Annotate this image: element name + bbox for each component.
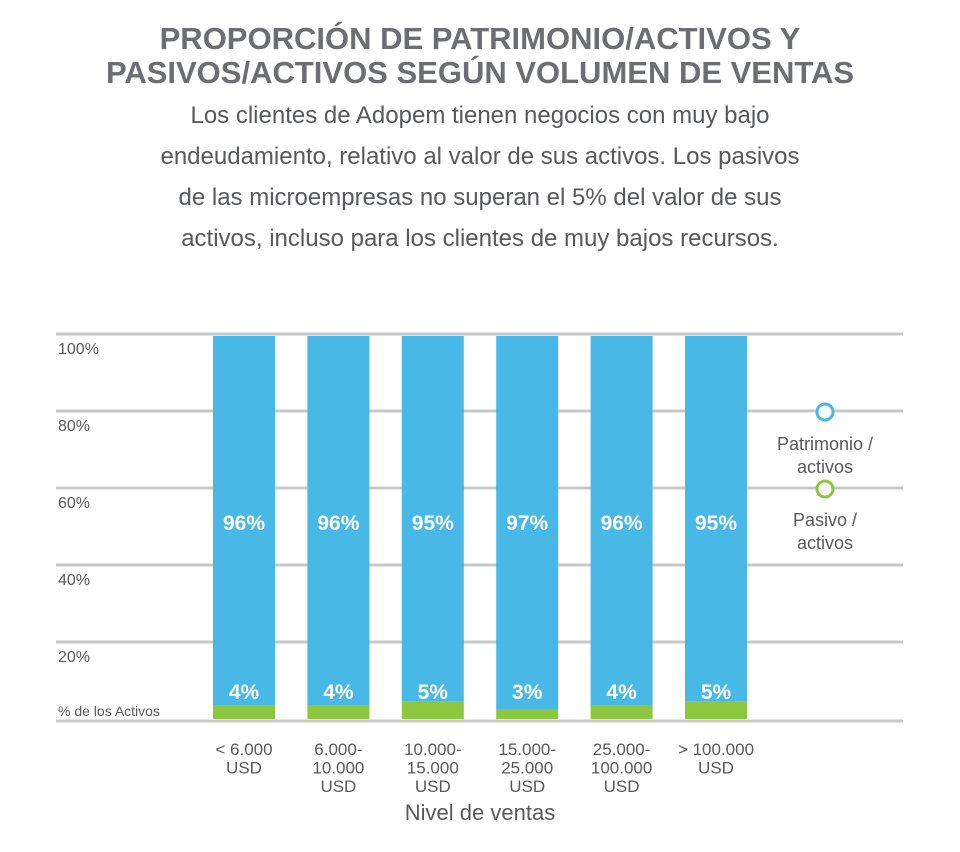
x-tick-label: USD xyxy=(509,777,545,796)
x-tick-label: 6.000- xyxy=(314,740,362,759)
legend-marker-pasivo xyxy=(815,479,835,499)
x-axis-label: Nivel de ventas xyxy=(405,800,555,825)
data-label-patrimonio: 97% xyxy=(506,512,548,535)
legend-label-pasivo: activos xyxy=(797,533,853,553)
bar-pasivo xyxy=(307,705,370,719)
x-tick-label: USD xyxy=(415,777,451,796)
subtitle-line-3: de las microempresas no superan el 5% de… xyxy=(178,184,782,211)
data-label-pasivo: 4% xyxy=(229,681,260,704)
data-label-patrimonio: 95% xyxy=(412,512,454,535)
x-tick-label: 10.000- xyxy=(404,740,462,759)
x-tick-label: USD xyxy=(698,759,734,778)
bar-pasivo xyxy=(590,705,653,719)
x-tick-label: < 6.000 xyxy=(215,740,272,759)
y-tick-label: 20% xyxy=(58,649,90,666)
legend-label-patrimonio: activos xyxy=(797,457,853,477)
bar-pasivo xyxy=(496,709,559,719)
x-tick-label: 15.000- xyxy=(498,740,556,759)
data-label-patrimonio: 96% xyxy=(317,512,359,535)
bar-pasivo xyxy=(401,701,464,719)
bar-patrimonio xyxy=(590,336,653,706)
data-label-pasivo: 5% xyxy=(701,681,732,704)
bar-patrimonio xyxy=(496,336,559,710)
x-tick-label: USD xyxy=(604,777,640,796)
data-label-pasivo: 5% xyxy=(418,681,449,704)
x-tick-label: 15.000 xyxy=(407,759,459,778)
subtitle-line-2: endeudamiento, relativo al valor de sus … xyxy=(160,143,800,170)
chart-title-line-2: PASIVOS/ACTIVOS SEGÚN VOLUMEN DE VENTAS xyxy=(105,55,855,90)
y-axis-label: % de los Activos xyxy=(58,703,160,719)
data-label-patrimonio: 96% xyxy=(223,512,265,535)
data-label-patrimonio: 96% xyxy=(601,512,643,535)
legend-marker-patrimonio xyxy=(815,402,835,422)
chart-title-line-1: PROPORCIÓN DE PATRIMONIO/ACTIVOS Y xyxy=(159,21,801,56)
subtitle-line-4: activos, incluso para los clientes de mu… xyxy=(181,225,779,252)
data-label-patrimonio: 95% xyxy=(695,512,737,535)
bar-patrimonio xyxy=(213,336,275,706)
y-tick-label: 40% xyxy=(58,572,90,589)
data-label-pasivo: 4% xyxy=(323,681,354,704)
legend-label-patrimonio: Patrimonio / xyxy=(777,434,873,454)
subtitle-line-1: Los clientes de Adopem tienen negocios c… xyxy=(190,102,770,129)
data-label-pasivo: 3% xyxy=(512,681,543,704)
x-tick-label: > 100.000 xyxy=(678,740,754,759)
bar-pasivo xyxy=(685,701,747,719)
y-tick-label: 80% xyxy=(58,418,90,435)
x-tick-label: USD xyxy=(226,759,262,778)
x-tick-label: 25.000- xyxy=(593,740,651,759)
bar-patrimonio xyxy=(307,336,370,706)
bar-pasivo xyxy=(213,705,275,719)
bar-patrimonio xyxy=(685,336,747,702)
x-tick-label: 10.000 xyxy=(312,759,364,778)
y-tick-label: 60% xyxy=(58,495,90,512)
x-tick-label: 25.000 xyxy=(501,759,553,778)
data-label-pasivo: 4% xyxy=(606,681,637,704)
legend-label-pasivo: Pasivo / xyxy=(793,510,857,530)
y-tick-label: 100% xyxy=(58,341,99,358)
x-tick-label: USD xyxy=(320,777,356,796)
x-tick-label: 100.000 xyxy=(591,759,652,778)
bar-patrimonio xyxy=(401,336,464,702)
